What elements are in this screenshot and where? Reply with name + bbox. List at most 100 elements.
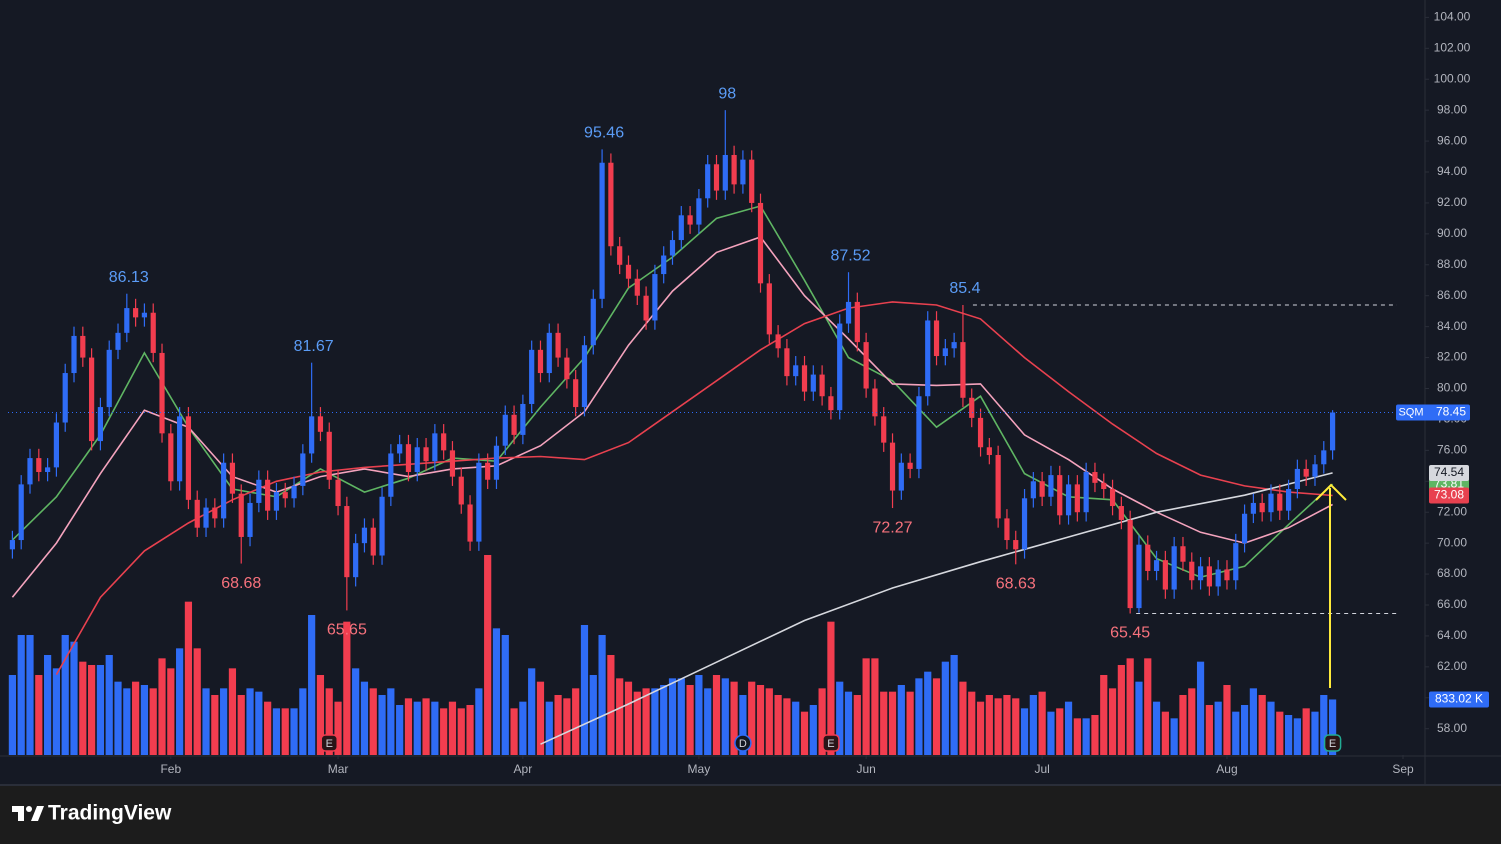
candle-body <box>141 312 148 318</box>
candle-body <box>1083 472 1089 513</box>
candle-body <box>960 342 966 398</box>
volume-bar <box>924 671 932 755</box>
candle-body <box>1277 493 1283 511</box>
volume-bar <box>105 655 113 755</box>
volume-bar <box>1205 705 1213 755</box>
candle-body <box>590 298 596 346</box>
volume-bar <box>1214 701 1222 755</box>
volume-bar <box>598 635 606 755</box>
volume-bar <box>1029 695 1037 755</box>
candle-body <box>872 388 878 417</box>
volume-bar <box>272 708 281 755</box>
candle-body <box>1303 468 1309 477</box>
candle-body <box>1065 484 1072 516</box>
moving-average <box>540 472 1333 745</box>
event-label: D <box>739 738 747 750</box>
volume-bar <box>149 688 157 755</box>
yellow-arrow <box>1315 483 1347 688</box>
volume-bar <box>739 695 747 755</box>
candle-body <box>317 416 324 432</box>
candle-body <box>291 485 297 499</box>
volume-box <box>1429 691 1489 708</box>
candle-body <box>370 527 376 556</box>
candle-body <box>1233 543 1239 581</box>
candle-body <box>97 407 104 442</box>
volume-bar <box>404 698 413 755</box>
volume-bar <box>836 681 844 755</box>
volume-bar <box>140 685 149 755</box>
candle-body <box>687 215 693 225</box>
candle-body <box>221 462 227 519</box>
y-tick-label: 90.00 <box>1437 226 1467 240</box>
candle-body <box>766 283 772 335</box>
volume-bar <box>1179 695 1187 755</box>
volume-bar <box>853 695 861 755</box>
candle-body <box>933 320 940 357</box>
candle-body <box>282 492 288 499</box>
candle-body <box>326 431 332 480</box>
y-tick-label: 98.00 <box>1437 102 1467 116</box>
candle-body <box>1268 493 1274 513</box>
volume-bar <box>369 688 377 755</box>
ma-value-label: 73.08 <box>1434 488 1464 502</box>
volume-bar <box>290 708 298 755</box>
candle-body <box>414 447 420 473</box>
panel-border <box>0 784 1501 786</box>
y-tick-label: 94.00 <box>1437 164 1467 178</box>
candle-body <box>705 164 711 199</box>
candle-body <box>722 155 728 191</box>
candle-body <box>537 349 544 374</box>
y-tick-label: 70.00 <box>1437 535 1467 549</box>
volume-bar <box>1196 661 1205 755</box>
candle-body <box>273 492 280 511</box>
candle-body <box>1250 502 1256 514</box>
candle-body <box>1021 498 1028 550</box>
candle-body <box>643 295 649 321</box>
volume-bar <box>554 695 562 755</box>
candle-body <box>238 493 244 537</box>
candle-body <box>1189 561 1195 581</box>
candle-body <box>1259 502 1265 513</box>
volume-bar <box>1276 711 1284 755</box>
volume-bar <box>52 668 61 755</box>
candle-body <box>661 255 667 275</box>
candle-body <box>1224 569 1230 581</box>
y-tick-label: 88.00 <box>1437 257 1467 271</box>
candle-body <box>793 365 799 377</box>
candle-body <box>1321 450 1327 465</box>
volume-bar <box>712 675 721 755</box>
y-tick-label: 92.00 <box>1437 195 1467 209</box>
volume-bar <box>818 688 826 755</box>
volume-bar <box>316 675 325 755</box>
volume-bar <box>184 601 193 755</box>
candle-body <box>837 323 843 411</box>
logo-mark <box>12 806 24 821</box>
volume-bar <box>985 695 993 755</box>
candle-body <box>1197 566 1204 581</box>
candle-body <box>1285 489 1292 511</box>
volume-bar <box>1223 685 1231 755</box>
volume-bar <box>888 691 897 755</box>
candle-body <box>159 352 165 434</box>
event-badge <box>822 734 840 752</box>
candle-body <box>379 496 385 556</box>
volume-bar <box>1249 688 1257 755</box>
y-tick-label: 84.00 <box>1437 319 1467 333</box>
volume-bar <box>35 675 43 755</box>
volume-bar <box>501 635 509 755</box>
high-label: 87.52 <box>830 247 870 264</box>
volume-bar <box>545 701 553 755</box>
volume-bar <box>642 688 650 755</box>
candle-body <box>1118 506 1124 520</box>
volume-bar <box>79 661 87 755</box>
volume-bar <box>932 678 941 755</box>
logo-dot <box>26 806 32 812</box>
volume-bar <box>475 688 483 755</box>
volume-bar <box>158 658 166 755</box>
volume-bar <box>360 681 369 755</box>
volume-bar <box>994 698 1002 755</box>
brand-name: TradingView <box>48 802 172 825</box>
volume-bar <box>1082 718 1090 755</box>
candle-body <box>634 278 640 296</box>
